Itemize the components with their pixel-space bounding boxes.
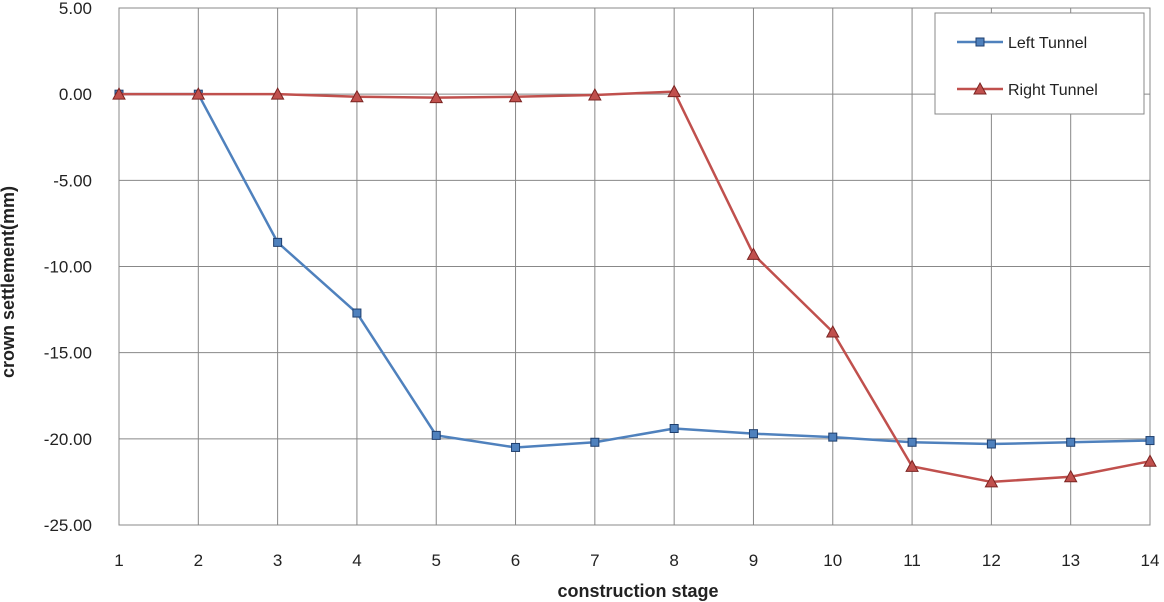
data-point-right-tunnel [984,474,999,488]
x-tick-label: 7 [590,551,599,570]
x-tick-label: 4 [352,551,361,570]
y-tick-label: -20.00 [44,430,92,449]
y-axis-title: crown settlement(mm) [0,186,18,378]
data-point-right-tunnel [350,89,364,103]
data-point-right-tunnel [270,87,285,100]
data-point-left-tunnel [986,439,996,449]
x-tick-label: 11 [903,551,921,570]
x-tick-label: 5 [431,551,440,570]
data-point-right-tunnel [905,459,919,472]
y-tick-label: 5.00 [59,0,92,18]
data-point-right-tunnel [667,84,681,98]
x-tick-label: 3 [273,551,282,570]
x-tick-label: 1 [114,551,123,570]
x-tick-label: 2 [194,551,203,570]
data-point-left-tunnel [1145,436,1155,446]
legend-label-left-tunnel: Left Tunnel [1008,35,1087,52]
data-point-right-tunnel [588,87,602,101]
y-tick-label: -10.00 [44,258,92,277]
y-tick-label: -15.00 [44,344,92,363]
data-point-right-tunnel [1063,469,1078,483]
legend-marker-right-tunnel [973,81,987,95]
data-point-left-tunnel [828,432,838,442]
data-point-left-tunnel [352,308,362,318]
x-tick-label: 6 [511,551,520,570]
data-point-right-tunnel [746,247,761,260]
legend: Left Tunnel Right Tunnel [934,12,1145,115]
series-line-right-tunnel [119,90,1151,484]
y-tick-label: 0.00 [59,85,92,104]
data-point-left-tunnel [590,437,600,447]
data-point-right-tunnel [1143,454,1157,467]
data-point-right-tunnel [429,90,444,104]
series-line-left-tunnel [119,92,1151,449]
data-point-left-tunnel [273,237,283,247]
y-tick-label: -5.00 [53,171,92,190]
plot-area-border [118,7,1151,526]
data-point-left-tunnel [669,423,679,433]
data-point-left-tunnel [748,429,758,439]
x-tick-label: 8 [669,551,678,570]
y-tick-labels: 5.00 0.00 -5.00 -10.00 -15.00 -20.00 -25.00 [44,0,92,535]
y-tick-label: -25.00 [44,516,92,535]
data-point-right-tunnel [112,87,126,100]
data-point-left-tunnel [431,430,441,440]
x-tick-label: 14 [1141,551,1160,570]
data-point-right-tunnel [825,324,840,338]
x-tick-label: 9 [749,551,758,570]
x-tick-label: 12 [982,551,1001,570]
data-point-right-tunnel [191,87,206,100]
data-point-left-tunnel [907,437,917,447]
data-point-left-tunnel [511,442,521,452]
x-tick-label: 13 [1061,551,1080,570]
series-group [112,84,1157,488]
legend-marker-left-tunnel [975,37,985,47]
legend-label-right-tunnel: Right Tunnel [1008,82,1098,99]
legend-box [934,12,1145,115]
x-tick-label: 10 [823,551,842,570]
data-point-right-tunnel [508,89,523,103]
data-point-left-tunnel [1066,437,1076,447]
x-tick-labels: 1 2 3 4 5 6 7 8 9 10 11 12 13 14 [114,551,1159,570]
x-axis-title: construction stage [557,581,718,601]
